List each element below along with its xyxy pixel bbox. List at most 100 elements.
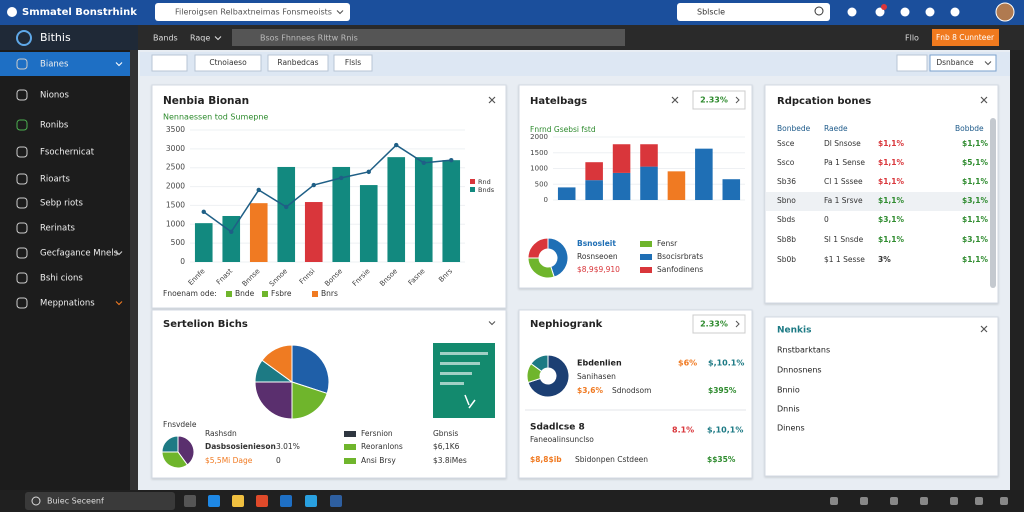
label[interactable]: Rioarts [40, 175, 71, 185]
label: Fnrnd Gsebsi fstd [530, 125, 596, 134]
y-tick-label: 2000 [166, 182, 185, 191]
toolbar-button[interactable] [267, 54, 329, 72]
pie-slice [161, 435, 179, 453]
label[interactable]: Dinens [777, 424, 805, 433]
label[interactable]: Dsnbance [936, 58, 974, 67]
label[interactable]: Rnstbarktans [777, 346, 830, 355]
label[interactable]: Bands [153, 34, 178, 43]
pie-slice [527, 237, 549, 259]
label: $5,1% [962, 158, 989, 167]
table-scrollbar [990, 118, 996, 288]
label[interactable]: Fnb 8 Cunnteer [936, 33, 995, 42]
close-icon[interactable] [980, 325, 988, 333]
label[interactable]: Meppnations [40, 299, 95, 309]
taskbar-app[interactable] [232, 495, 244, 507]
label[interactable]: Sebp riots [40, 199, 84, 209]
label[interactable]: Flsls [345, 58, 361, 67]
toolbar-button[interactable] [194, 54, 262, 72]
line [203, 144, 452, 233]
label: Bsocisrbrats [657, 252, 703, 261]
label[interactable]: Fsochernicat [40, 148, 95, 158]
label[interactable]: Bianes [40, 60, 69, 70]
avatar[interactable] [995, 2, 1015, 22]
label[interactable]: Raqe [190, 34, 210, 43]
sidebar-icon [16, 89, 28, 101]
taskbar-app[interactable] [256, 495, 268, 507]
label: $1,1% [962, 255, 989, 264]
label: Sbno [777, 196, 796, 205]
top-icon[interactable] [875, 7, 885, 17]
label[interactable]: Bnnio [777, 386, 800, 395]
taskbar-app[interactable] [208, 495, 220, 507]
search-box[interactable] [155, 3, 350, 21]
top-icon[interactable] [900, 7, 910, 17]
top-icon[interactable] [950, 7, 960, 17]
line-point [394, 142, 399, 148]
section-icon [16, 30, 32, 46]
label: Fa 1 Srsve [824, 196, 863, 205]
taskbar-app[interactable] [330, 495, 342, 507]
taskbar-app[interactable] [184, 495, 196, 507]
line-point [311, 182, 316, 188]
taskbar-search[interactable] [25, 492, 175, 510]
toolbar-button[interactable] [151, 54, 188, 72]
label: $1,1% [878, 158, 905, 167]
close-icon[interactable] [671, 96, 679, 104]
tray-icon [890, 497, 898, 505]
legend-swatch [344, 431, 356, 437]
toolbar-button[interactable] [896, 54, 928, 72]
y-tick-label: 1000 [530, 165, 548, 173]
search-box[interactable] [677, 3, 830, 21]
label: $,10.1% [708, 359, 744, 368]
label: $1,1% [962, 177, 989, 186]
action-button[interactable] [932, 29, 999, 46]
label: Nenkis [777, 326, 811, 336]
label: $8,9$9,910 [577, 265, 620, 274]
label: Hatelbags [530, 96, 587, 107]
y-tick-label: 2500 [166, 163, 185, 172]
info-card-line [440, 352, 488, 355]
label: $6% [678, 359, 697, 368]
y-tick-label: 500 [171, 238, 186, 247]
label[interactable]: Bshi cions [40, 274, 83, 284]
label[interactable]: Fllo [905, 34, 919, 43]
label[interactable]: Rerinats [40, 224, 76, 234]
taskbar-app[interactable] [305, 495, 317, 507]
toolbar-button[interactable] [929, 54, 997, 72]
label: Bnde [235, 289, 255, 298]
tray-icon [830, 497, 838, 505]
label: Dasbsosienieson [205, 442, 276, 451]
toolbar-button[interactable] [333, 54, 373, 72]
sidebar-scrollbar [130, 50, 138, 490]
label[interactable]: Dnnis [777, 405, 800, 414]
label: Fsbre [271, 289, 292, 298]
top-bar [0, 0, 1024, 25]
label: Bnrs [321, 289, 338, 298]
label[interactable]: Gecfagance Mnels [40, 249, 119, 259]
label: Rosnseoen [577, 252, 618, 261]
taskbar-app[interactable] [280, 495, 292, 507]
label: Fileroigsen Relbaxtneimas Fonsmeoists [175, 8, 332, 17]
label[interactable]: Nionos [40, 91, 70, 101]
label[interactable]: Ctnoiaeso [209, 58, 247, 67]
top-icon[interactable] [925, 7, 935, 17]
legend-swatch [640, 254, 652, 260]
close-icon[interactable] [488, 96, 496, 104]
label[interactable]: Ranbedcas [277, 58, 318, 67]
badge-arrow [735, 96, 740, 104]
sidebar-icon [16, 58, 28, 70]
label[interactable]: Ronibs [40, 121, 69, 131]
y-tick-label: 2000 [530, 133, 548, 141]
taskbar [0, 490, 1024, 512]
label: Sblscle [697, 8, 725, 17]
close-icon[interactable] [980, 96, 988, 104]
label: $1,1% [962, 139, 989, 148]
label[interactable]: Dnnosnens [777, 366, 822, 375]
label: Sl 1 Snsde [824, 235, 864, 244]
top-icon[interactable] [847, 7, 857, 17]
label: Sertelion Bichs [163, 319, 248, 330]
label: Fnoenam ode: [163, 289, 217, 298]
label: Bsnosleit [577, 239, 616, 248]
line-point [229, 229, 234, 235]
sidebar-icon [16, 272, 28, 284]
